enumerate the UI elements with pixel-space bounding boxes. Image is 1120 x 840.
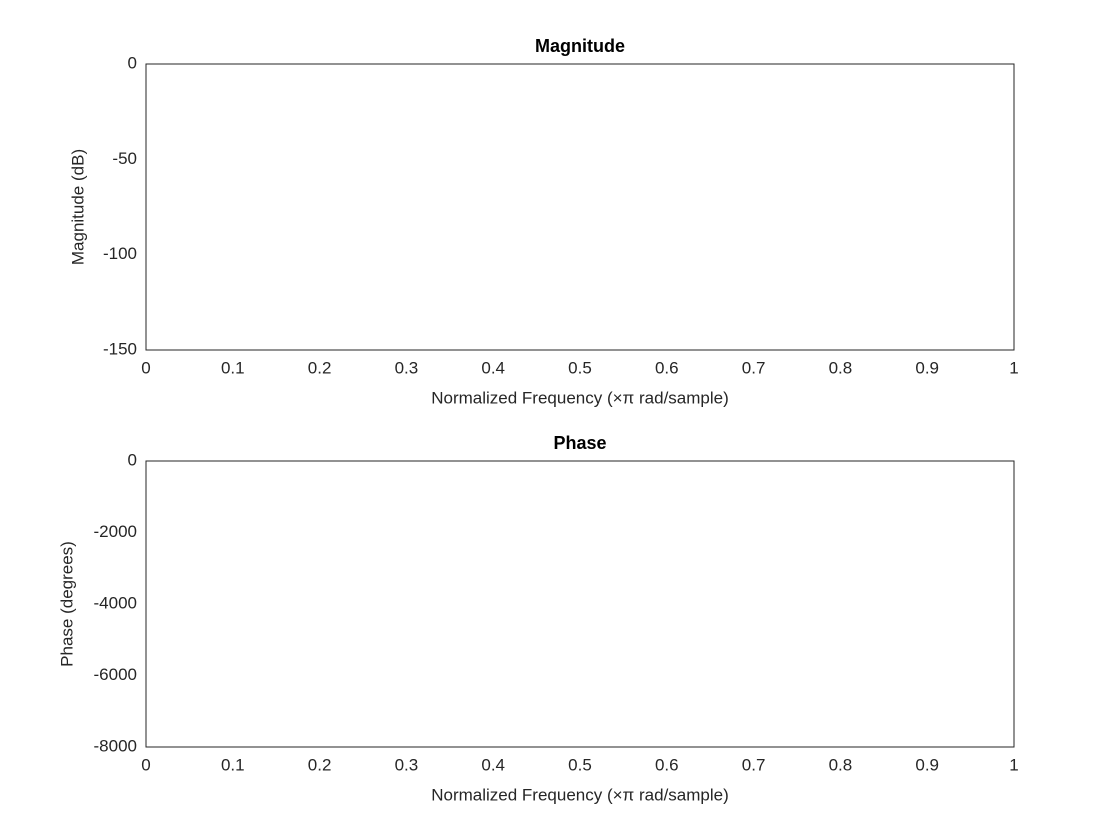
y-tick-label: -6000	[94, 665, 137, 684]
y-tick-label: -2000	[94, 522, 137, 541]
y-tick-label: -100	[103, 244, 137, 263]
x-tick-label: 0.7	[742, 358, 766, 377]
x-tick-label: 0.8	[829, 358, 853, 377]
x-axis-label: Normalized Frequency (×π rad/sample)	[431, 388, 729, 407]
y-tick-label: -50	[112, 149, 137, 168]
x-tick-label: 0.6	[655, 755, 679, 774]
x-tick-label: 0.9	[915, 755, 939, 774]
y-axis-label: Phase (degrees)	[57, 541, 76, 667]
x-tick-label: 0.3	[395, 755, 419, 774]
chart-title: Phase	[553, 433, 606, 453]
x-tick-label: 0	[141, 358, 150, 377]
x-tick-label: 0.2	[308, 358, 332, 377]
x-tick-label: 0.7	[742, 755, 766, 774]
x-tick-label: 1	[1009, 358, 1018, 377]
y-tick-label: -4000	[94, 593, 137, 612]
y-tick-label: -150	[103, 339, 137, 358]
subplot: 0 0.1 0.2 0.3 0.4 0.5 0.6 0.7 0.8 0.9 1 -8000 -6000 -…	[57, 433, 1018, 805]
x-tick-label: 0.1	[221, 358, 245, 377]
x-tick-label: 1	[1009, 755, 1018, 774]
y-tick-label: -8000	[94, 736, 137, 755]
x-tick-label: 0.2	[308, 755, 332, 774]
y-tick-label: 0	[128, 450, 137, 469]
x-tick-label: 0.6	[655, 358, 679, 377]
x-tick-label: 0.5	[568, 358, 592, 377]
x-tick-label: 0.3	[395, 358, 419, 377]
x-tick-label: 0.4	[481, 358, 505, 377]
x-tick-label: 0.4	[481, 755, 505, 774]
chart-title: Magnitude	[535, 36, 625, 56]
x-tick-label: 0.8	[829, 755, 853, 774]
subplot: 0 0.1 0.2 0.3 0.4 0.5 0.6 0.7 0.8 0.9 1 -150 -100 -50…	[68, 36, 1018, 408]
x-tick-label: 0	[141, 755, 150, 774]
x-tick-label: 0.9	[915, 358, 939, 377]
y-tick-label: 0	[128, 53, 137, 72]
x-axis-label: Normalized Frequency (×π rad/sample)	[431, 785, 729, 804]
x-tick-label: 0.1	[221, 755, 245, 774]
y-axis-label: Magnitude (dB)	[68, 149, 87, 265]
x-tick-label: 0.5	[568, 755, 592, 774]
axes-frame	[145, 460, 1015, 748]
axes-frame	[145, 63, 1015, 351]
